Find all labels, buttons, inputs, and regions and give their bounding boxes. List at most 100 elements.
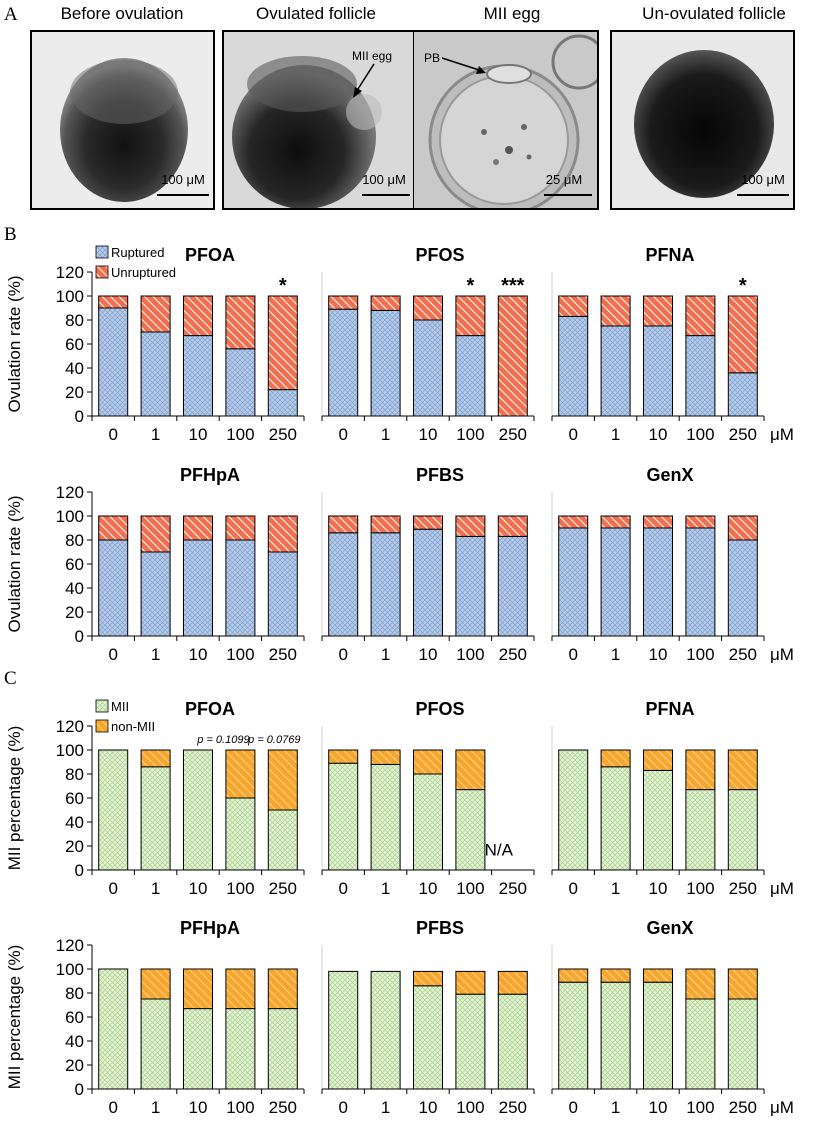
chart7-bar-mii-10 bbox=[183, 749, 213, 871]
chart1-y-tick-label: 100 bbox=[56, 287, 84, 306]
chart10-x-tick-label: 250 bbox=[269, 1098, 297, 1117]
chart7-x-tick-label: 10 bbox=[189, 879, 208, 898]
chart7-legend-swatch bbox=[95, 719, 109, 733]
chart8-bar-mii-10 bbox=[413, 773, 443, 871]
chart6-bar-ruptured-250 bbox=[727, 539, 758, 637]
chart7-y-tick-label: 120 bbox=[56, 717, 84, 736]
chart4-y-tick-label: 100 bbox=[56, 507, 84, 526]
chart7-title: PFOA bbox=[185, 699, 235, 719]
scale-bar-label: 100 μM bbox=[362, 172, 406, 187]
chart9-bar-mii-0 bbox=[558, 749, 589, 871]
chart12-x-tick-label: 100 bbox=[686, 1098, 714, 1117]
chart12-x-tick-label: 10 bbox=[649, 1098, 668, 1117]
chart8-x-tick-label: 10 bbox=[419, 879, 438, 898]
chart8-bar-non-mii-10 bbox=[413, 749, 443, 775]
chart12-x-tick-label: 1 bbox=[611, 1098, 620, 1117]
chart1-y-tick-label: 120 bbox=[56, 263, 84, 282]
chart10-bar-mii-0 bbox=[98, 968, 129, 1090]
chart7-legend-label: MII bbox=[111, 699, 129, 714]
chart9-bar-non-mii-1 bbox=[600, 749, 631, 768]
chart6-x-tick-label: 100 bbox=[686, 645, 714, 664]
chart7-bar-non-mii-100 bbox=[225, 749, 256, 799]
chart10-bar-non-mii-100 bbox=[225, 968, 256, 1010]
chart7-x-tick-label: 250 bbox=[269, 879, 297, 898]
chart5-bar-unruptured-0 bbox=[328, 515, 359, 534]
chart2-bar-unruptured-100 bbox=[455, 295, 486, 337]
chart7-y-tick-label: 100 bbox=[56, 741, 84, 760]
chart5-x-tick-label: 1 bbox=[381, 645, 390, 664]
micrograph-label-before-ovulation: Before ovulation bbox=[60, 4, 184, 23]
chart4-y-tick-label: 0 bbox=[75, 627, 84, 646]
chart10-x-tick-label: 10 bbox=[189, 1098, 208, 1117]
chart10-y-tick-label: 40 bbox=[65, 1032, 84, 1051]
chart12-bar-non-mii-1 bbox=[600, 968, 631, 983]
chart1-legend-label: Ruptured bbox=[111, 245, 164, 260]
chart10-bar-mii-250 bbox=[267, 1008, 298, 1090]
chart6-bar-ruptured-1 bbox=[600, 527, 631, 637]
scale-bar-label: 100 μM bbox=[741, 172, 785, 187]
chart3-bar-ruptured-10 bbox=[643, 325, 673, 417]
chart2-significance-marker: *** bbox=[501, 275, 525, 297]
chart4-bar-unruptured-250 bbox=[267, 515, 298, 553]
chart10-bar-non-mii-1 bbox=[140, 968, 171, 1000]
chart8-x-tick-label: 100 bbox=[456, 879, 484, 898]
chart7-x-tick-label: 1 bbox=[151, 879, 160, 898]
chart9-x-tick-label: 10 bbox=[649, 879, 668, 898]
chart7-bar-mii-0 bbox=[98, 749, 129, 871]
chart6-bar-unruptured-100 bbox=[685, 515, 716, 529]
chart4-title: PFHpA bbox=[180, 465, 240, 485]
chart3-x-tick-label: 250 bbox=[729, 425, 757, 444]
chart4-bar-ruptured-1 bbox=[140, 551, 171, 637]
chart8-bar-mii-0 bbox=[328, 762, 359, 871]
chart7-legend-swatch bbox=[95, 699, 109, 713]
chart3-bar-unruptured-1 bbox=[600, 295, 631, 327]
chart2-bar-unruptured-10 bbox=[413, 295, 443, 321]
chart11-bar-mii-250 bbox=[497, 993, 528, 1090]
chart4-bar-ruptured-250 bbox=[267, 551, 298, 637]
chart3-bar-unruptured-100 bbox=[685, 295, 716, 337]
chart6-x-tick-label: 250 bbox=[729, 645, 757, 664]
chart1-bar-ruptured-0 bbox=[98, 307, 129, 417]
chart7-bar-mii-250 bbox=[267, 809, 298, 871]
chart4-bar-unruptured-1 bbox=[140, 515, 171, 553]
chart6-title: GenX bbox=[646, 465, 693, 485]
chart11-bar-mii-1 bbox=[370, 970, 401, 1090]
chart6-x-tick-label: 1 bbox=[611, 645, 620, 664]
chart4-x-tick-label: 10 bbox=[189, 645, 208, 664]
chart12-bar-mii-10 bbox=[643, 981, 673, 1090]
chart8-title: PFOS bbox=[415, 699, 464, 719]
chart6-bar-unruptured-0 bbox=[558, 515, 589, 529]
chart1-x-tick-label: 250 bbox=[269, 425, 297, 444]
micrograph-label-unovulated-follicle: Un-ovulated follicle bbox=[642, 4, 786, 23]
chart10-bar-mii-100 bbox=[225, 1008, 256, 1090]
chart6-unit-label: μM bbox=[770, 645, 794, 664]
chart2-bar-ruptured-10 bbox=[413, 319, 443, 417]
chart10-x-tick-label: 1 bbox=[151, 1098, 160, 1117]
chart5-bar-unruptured-1 bbox=[370, 515, 401, 534]
chart11-x-tick-label: 1 bbox=[381, 1098, 390, 1117]
chart12-bar-mii-250 bbox=[727, 998, 758, 1090]
chart12-bar-non-mii-10 bbox=[643, 968, 673, 983]
chart2-x-tick-label: 100 bbox=[456, 425, 484, 444]
chart10-y-axis-label: MII percentage (%) bbox=[5, 945, 24, 1090]
chart2-bar-unruptured-1 bbox=[370, 295, 401, 311]
chart2-significance-marker: * bbox=[467, 275, 475, 297]
chart9-bar-mii-10 bbox=[643, 769, 673, 871]
chart7-bar-non-mii-250 bbox=[267, 749, 298, 811]
chart1-bar-ruptured-100 bbox=[225, 348, 256, 417]
chart2-bar-ruptured-100 bbox=[455, 335, 486, 417]
chart12-bar-mii-0 bbox=[558, 981, 589, 1090]
chart4-bar-ruptured-0 bbox=[98, 539, 129, 637]
chart8-bar-mii-100 bbox=[455, 789, 486, 871]
chart10-y-tick-label: 120 bbox=[56, 936, 84, 955]
chart10-y-tick-label: 20 bbox=[65, 1056, 84, 1075]
chart1-bar-ruptured-250 bbox=[267, 389, 298, 417]
chart9-x-tick-label: 0 bbox=[568, 879, 577, 898]
chart2-bar-ruptured-0 bbox=[328, 308, 359, 417]
chart4-bar-unruptured-10 bbox=[183, 515, 213, 541]
chart4-y-tick-label: 20 bbox=[65, 603, 84, 622]
chart10-bar-mii-1 bbox=[140, 998, 171, 1090]
chart5-bar-unruptured-100 bbox=[455, 515, 486, 537]
chart7-legend-label: non-MII bbox=[111, 719, 155, 734]
chart9-title: PFNA bbox=[646, 699, 695, 719]
